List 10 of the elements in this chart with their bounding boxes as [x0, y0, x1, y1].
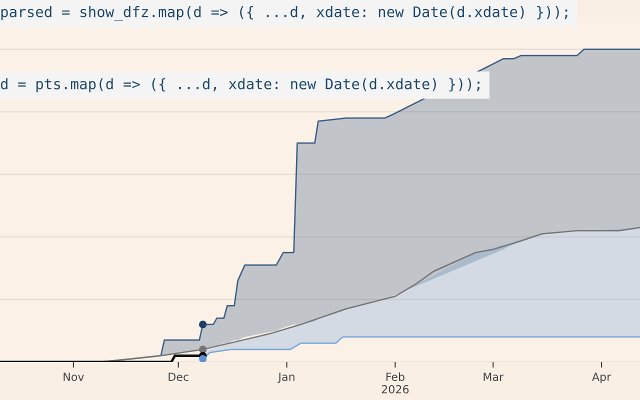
x-tick-label: Nov: [64, 372, 84, 382]
x-tick-label: Jan: [278, 372, 294, 384]
text: parsed = show_dfz.map(d => ({ ...d, xdate: new Date(d.xdate) }));: [1, 6, 568, 21]
annotation: d = pts.map(d => ({ ...d, xdate: new Date(d.xdate) }));: [0, 78, 480, 92]
x-tick-label: Mar: [484, 372, 504, 382]
point: [199, 320, 207, 328]
x-tick-label: Apr: [592, 372, 612, 384]
x-tick-label: Dec: [168, 372, 188, 382]
point: [199, 355, 207, 362]
x-tick-label: Feb 2026: [382, 372, 409, 394]
